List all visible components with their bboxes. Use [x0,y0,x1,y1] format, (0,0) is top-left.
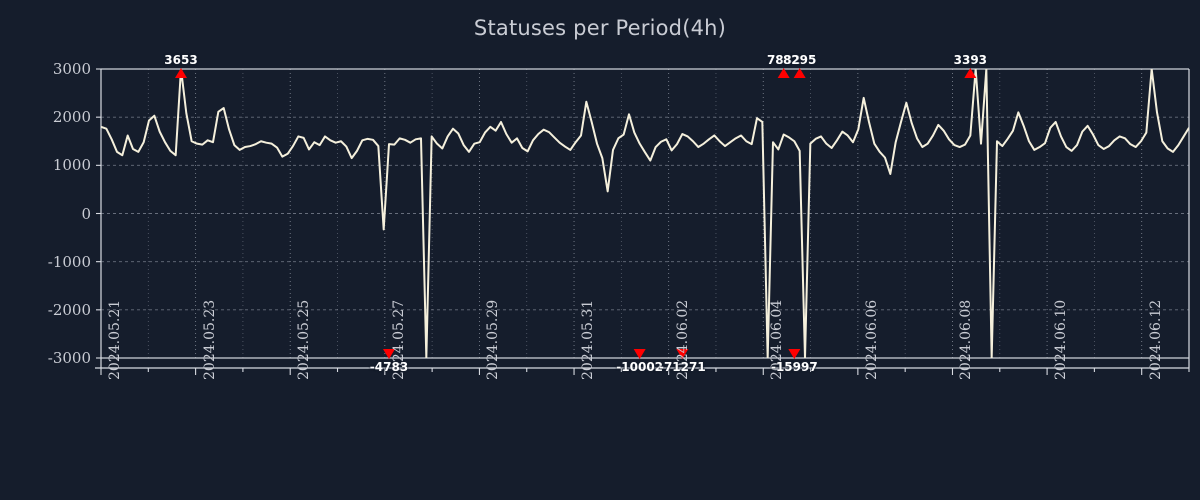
peak-marker-triangle-up [777,68,790,78]
x-tick-label: 2024.06.08 [958,299,975,380]
y-tick-label: 3000 [52,60,91,78]
x-tick-label: 2024.06.10 [1053,299,1070,380]
annotation-value-label: -71271 [658,360,706,374]
peak-marker-triangle-up [793,68,806,78]
x-tick-label: 2024.06.12 [1147,299,1164,380]
annotation-value-label: -10002 [616,360,664,374]
trough-marker-triangle-down [676,349,689,359]
annotation-value-label: 3393 [953,53,988,67]
peak-marker-triangle-up [175,68,187,78]
annotation-value-label: -15997 [770,360,818,374]
peak-marker-triangle-up [964,68,977,78]
y-tick-label: 1000 [52,156,91,175]
annotation-value-label: 8295 [782,53,817,67]
x-tick-label: 2024.05.23 [201,299,218,380]
annotation-value-label: 3653 [164,53,198,67]
x-tick-label: 2024.06.06 [863,299,880,380]
trough-marker-triangle-down [633,349,646,359]
series-line [101,69,1189,358]
x-tick-label: 2024.05.31 [580,299,597,380]
x-tick-label: 2024.05.25 [296,299,313,380]
y-tick-label: 2000 [52,108,91,127]
x-tick-label: 2024.05.21 [107,299,123,380]
chart-title: Statuses per Period(4h) [473,16,727,40]
annotation-value-label: -4783 [369,360,409,374]
y-tick-label: -1000 [47,252,91,271]
trough-marker-triangle-down [788,349,801,359]
x-tick-label: 2024.05.29 [485,299,502,380]
annotation-value-label: 7882 [766,53,801,67]
trough-marker-triangle-down [383,349,395,359]
y-tick-label: -2000 [47,300,91,319]
y-tick-label: -3000 [47,349,91,367]
y-tick-label: 0 [81,204,91,223]
